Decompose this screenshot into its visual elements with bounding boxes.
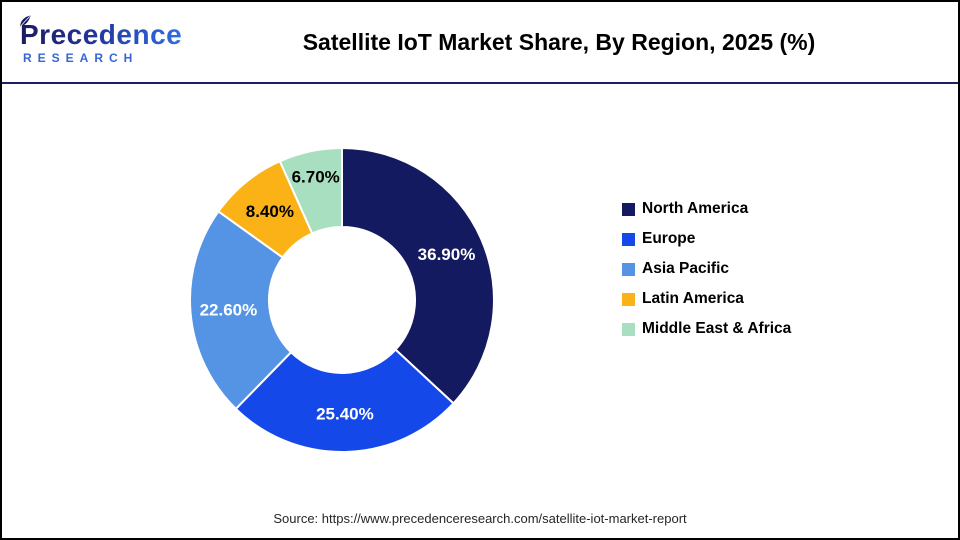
header: Precedence RESEARCH Satellite IoT Market… — [2, 2, 958, 84]
footer: Source: https://www.precedenceresearch.c… — [2, 510, 958, 528]
slice-value-label: 6.70% — [292, 167, 340, 186]
legend-label: Middle East & Africa — [642, 320, 792, 337]
logo-subtitle: RESEARCH — [23, 50, 139, 65]
page-title: Satellite IoT Market Share, By Region, 2… — [302, 28, 816, 55]
slice-value-label: 36.90% — [418, 245, 476, 264]
legend-label: North America — [642, 200, 749, 217]
donut-chart: 36.90% 25.40% 22.60% 8.40% 6.70% — [189, 147, 495, 453]
donut-slice-north-america — [341, 147, 495, 405]
slice-value-label: 22.60% — [200, 301, 258, 320]
slice-value-label: 25.40% — [316, 405, 374, 424]
legend-label: Asia Pacific — [642, 260, 730, 277]
precedence-research-logo: Precedence RESEARCH — [20, 15, 190, 65]
donut-slice-europe — [234, 348, 455, 453]
legend-swatch-icon — [622, 202, 635, 216]
slice-value-label: 8.40% — [246, 202, 294, 221]
legend-label: Europe — [642, 230, 696, 247]
donut-slice-middle-east-africa — [278, 147, 343, 235]
legend-item-latin-america: Latin America — [622, 284, 791, 314]
leaf-icon — [20, 15, 31, 27]
legend-swatch-icon — [622, 292, 635, 306]
legend-item-middle-east-africa: Middle East & Africa — [622, 314, 791, 344]
source-text: Source: https://www.precedenceresearch.c… — [273, 511, 687, 526]
legend-swatch-icon — [622, 322, 635, 336]
legend-item-asia-pacific: Asia Pacific — [622, 254, 791, 284]
legend-swatch-icon — [622, 232, 635, 246]
donut-slice-asia-pacific — [189, 210, 293, 411]
legend-swatch-icon — [622, 262, 635, 276]
chart-legend: North America Europe Asia Pacific Latin Ame… — [622, 194, 791, 344]
logo-wordmark: Precedence — [20, 18, 183, 50]
legend-label: Latin America — [642, 290, 744, 307]
legend-item-north-america: North America — [622, 194, 791, 224]
legend-item-europe: Europe — [622, 224, 791, 254]
